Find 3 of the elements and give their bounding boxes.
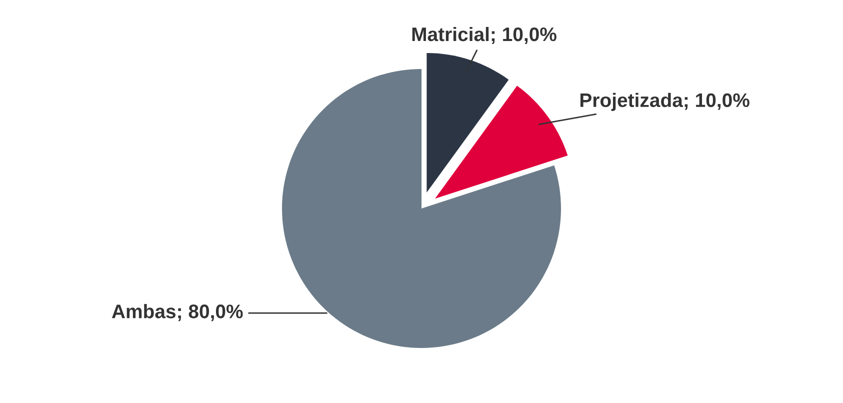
slice-label: Matricial; 10,0% [412, 26, 556, 44]
slice-label: Projetizada; 10,0% [580, 92, 750, 111]
slice-label: Ambas; 80,0% [112, 304, 243, 322]
